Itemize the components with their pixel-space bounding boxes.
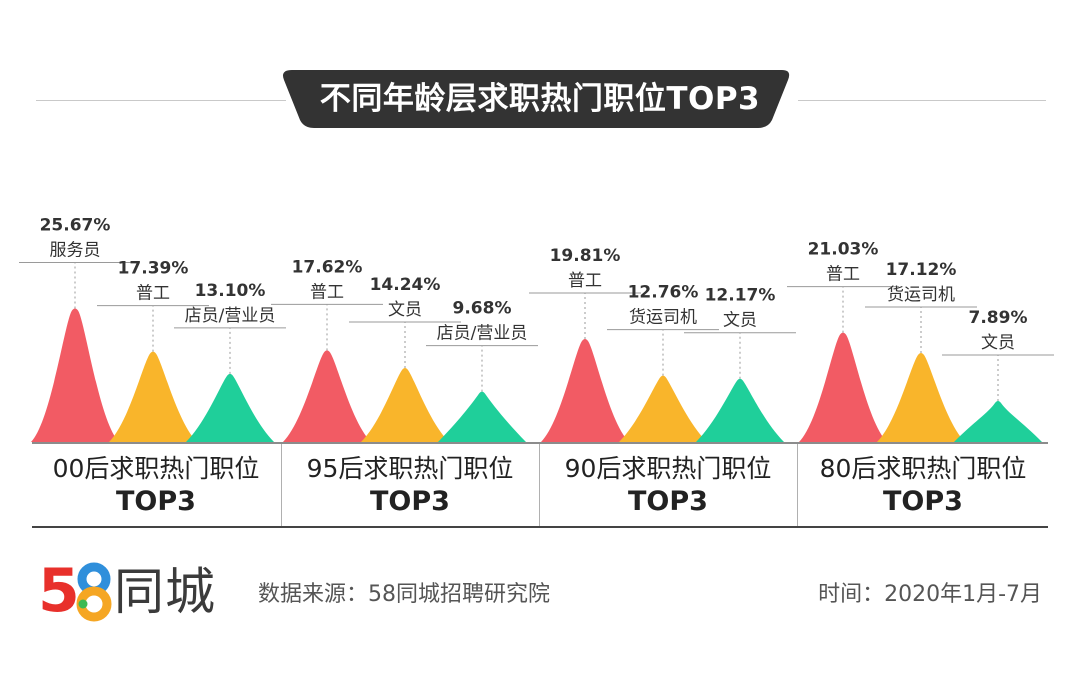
- logo-name: 同城: [114, 563, 216, 621]
- peak-1: [541, 338, 629, 442]
- peak-3: [186, 373, 274, 442]
- group-label-95: 95后求职热门职位 TOP3: [282, 452, 538, 524]
- peak-value-label: 21.03%: [808, 240, 879, 260]
- peak-1: [31, 308, 119, 442]
- peak-3: [696, 378, 784, 442]
- peak-2: [877, 352, 965, 442]
- peak-value-label: 25.67%: [40, 216, 111, 236]
- peak-job-label: 货运司机: [629, 308, 697, 328]
- title-banner: [283, 70, 790, 128]
- logo-digit-8: [71, 560, 117, 633]
- peak-value-label: 13.10%: [195, 281, 266, 301]
- peak-value-label: 19.81%: [550, 246, 621, 266]
- peak-3: [438, 391, 526, 442]
- peak-job-label: 文员: [388, 300, 422, 320]
- group-divider: [281, 444, 282, 526]
- logo-eight-icon: [76, 562, 112, 622]
- peak-1: [799, 332, 887, 442]
- chart-plot: 25.67% 服务员 17.39% 普工 13.10% 店员/营业员 17.62% 普工 14.…: [19, 216, 1054, 444]
- peak-job-label: 普工: [826, 265, 860, 285]
- peak-job-label: 普工: [136, 284, 170, 304]
- peak-job-label: 普工: [568, 271, 602, 291]
- group-top: TOP3: [628, 486, 708, 517]
- peak-job-label: 服务员: [50, 241, 101, 261]
- group-divider: [797, 444, 798, 526]
- peak-job-label: 店员/营业员: [185, 306, 276, 326]
- peak-job-label: 文员: [981, 333, 1015, 353]
- group-name: 00后求职热门职位: [52, 454, 260, 483]
- peak-value-label: 17.12%: [886, 260, 957, 280]
- title-rule-left: [36, 100, 286, 101]
- baseline-rule: [32, 526, 1048, 528]
- peak-1: [283, 350, 371, 442]
- peak-job-label: 文员: [723, 311, 757, 331]
- group-label-90: 90后求职热门职位 TOP3: [540, 452, 796, 524]
- peak-2: [361, 367, 449, 442]
- peak-3: [954, 400, 1042, 442]
- data-source: 数据来源：58同城招聘研究院: [258, 582, 550, 607]
- peak-2: [109, 351, 197, 442]
- peak-job-label: 店员/营业员: [437, 324, 528, 344]
- peak-value-label: 17.62%: [292, 257, 363, 277]
- group-label-80: 80后求职热门职位 TOP3: [798, 452, 1048, 524]
- title-rule-right: [798, 100, 1046, 101]
- logo-digit-5: 5: [38, 556, 80, 626]
- group-top: TOP3: [883, 486, 963, 517]
- group-label-00: 00后求职热门职位 TOP3: [32, 452, 280, 524]
- chart-title: 不同年龄层求职热门职位TOP3: [319, 81, 761, 117]
- peak-value-label: 9.68%: [453, 299, 512, 319]
- group-name: 95后求职热门职位: [306, 454, 514, 483]
- group-divider: [539, 444, 540, 526]
- group-name: 90后求职热门职位: [564, 454, 772, 483]
- peak-value-label: 14.24%: [370, 275, 441, 295]
- group-top: TOP3: [370, 486, 450, 517]
- time-range: 时间：2020年1月-7月: [818, 582, 1042, 607]
- peak-value-label: 12.76%: [628, 283, 699, 303]
- peak-job-label: 货运司机: [887, 285, 955, 305]
- group-name: 80后求职热门职位: [819, 454, 1027, 483]
- peak-value-label: 17.39%: [118, 259, 189, 279]
- peak-job-label: 普工: [310, 282, 344, 302]
- peak-value-label: 12.17%: [705, 286, 776, 306]
- peak-2: [619, 375, 707, 442]
- group-top: TOP3: [116, 486, 196, 517]
- peak-value-label: 7.89%: [969, 308, 1028, 328]
